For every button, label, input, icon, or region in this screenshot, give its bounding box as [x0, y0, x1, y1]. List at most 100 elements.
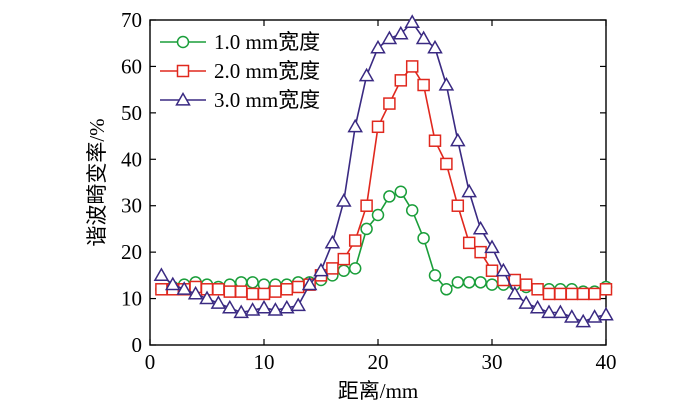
data-point: [153, 267, 170, 281]
data-point: [428, 134, 442, 147]
y-tick-label: 70: [121, 8, 142, 32]
data-point: [199, 290, 215, 305]
data-point: [599, 283, 613, 296]
data-point: [358, 67, 375, 82]
data-point: [234, 285, 248, 298]
data-point: [541, 304, 557, 319]
data-point: [507, 285, 523, 300]
data-point: [428, 269, 442, 282]
data-point: [485, 278, 499, 291]
data-point: [417, 78, 430, 92]
data-point: [552, 304, 569, 319]
data-point: [381, 30, 398, 45]
data-point: [360, 222, 373, 236]
data-point: [290, 297, 306, 312]
data-point: [279, 299, 295, 314]
data-point: [212, 283, 225, 296]
data-point: [337, 252, 351, 266]
data-point: [291, 280, 305, 294]
data-point: [326, 262, 339, 275]
data-point: [462, 236, 476, 250]
data-point: [256, 299, 272, 314]
x-tick-label: 0: [145, 350, 156, 374]
legend-entry: 3.0 mm宽度: [160, 88, 320, 112]
data-point: [336, 193, 352, 207]
data-point: [383, 190, 396, 203]
y-tick-label: 10: [121, 287, 142, 311]
legend-label: 3.0 mm宽度: [214, 88, 320, 112]
y-tick-label: 40: [121, 147, 142, 171]
data-point: [484, 239, 500, 254]
data-point: [450, 132, 466, 147]
x-tick-label: 20: [368, 350, 389, 374]
data-point: [598, 306, 614, 321]
data-point: [586, 309, 603, 323]
data-point: [564, 309, 580, 323]
data-point: [531, 283, 544, 296]
data-point: [461, 183, 477, 198]
data-point: [405, 60, 419, 73]
data-point: [313, 262, 329, 277]
data-point: [440, 157, 453, 171]
x-tick-label: 10: [254, 350, 275, 374]
data-point: [233, 304, 249, 319]
data-point: [576, 287, 590, 301]
series-3: [153, 14, 614, 328]
data-point: [257, 287, 271, 301]
series-group: [153, 14, 614, 328]
data-point: [210, 295, 227, 309]
data-point: [244, 302, 261, 316]
data-point: [440, 283, 453, 296]
data-point: [474, 245, 487, 259]
y-tick-label: 60: [121, 54, 142, 78]
data-point: [472, 220, 489, 235]
data-point: [165, 276, 181, 291]
data-point: [451, 199, 465, 212]
data-point: [176, 281, 192, 295]
axes: 0 10 20 30 40 0 10 20 30 40 50 60 70: [121, 8, 617, 374]
data-point: [394, 185, 408, 199]
data-point: [301, 276, 318, 291]
data-point: [280, 283, 294, 296]
series-1: [155, 185, 613, 298]
data-point: [187, 285, 204, 300]
data-point: [542, 287, 556, 301]
data-point: [485, 264, 499, 277]
data-point: [246, 287, 259, 301]
data-point: [223, 285, 237, 298]
data-point: [565, 287, 579, 301]
data-point: [415, 30, 432, 45]
data-point: [269, 285, 282, 298]
data-point: [222, 299, 238, 314]
legend-marker: [175, 91, 191, 106]
data-point: [451, 276, 465, 289]
y-tick-label: 20: [121, 240, 142, 264]
data-point: [348, 234, 362, 247]
data-point: [519, 278, 533, 291]
x-tick-label: 40: [596, 350, 617, 374]
data-point: [337, 264, 351, 277]
legend-marker: [176, 35, 190, 49]
data-point: [371, 208, 385, 222]
data-point: [438, 76, 455, 91]
data-point: [404, 14, 420, 28]
data-point: [575, 313, 591, 328]
data-point: [370, 39, 386, 54]
data-point: [246, 276, 259, 289]
data-point: [348, 262, 362, 275]
data-point: [394, 74, 408, 87]
data-point: [371, 120, 385, 134]
data-point: [462, 276, 476, 289]
data-point: [393, 25, 409, 40]
series-line: [161, 190, 607, 293]
series-2: [155, 60, 613, 301]
data-point: [405, 204, 419, 217]
data-point: [529, 299, 546, 314]
data-point: [518, 295, 534, 309]
data-point: [383, 97, 396, 110]
legend-label: 1.0 mm宽度: [214, 30, 320, 54]
data-point: [155, 283, 168, 296]
y-axis-label: 谐波畸变率/%: [85, 118, 109, 246]
x-tick-label: 30: [482, 350, 503, 374]
